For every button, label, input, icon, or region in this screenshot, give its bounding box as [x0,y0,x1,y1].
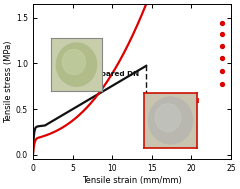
X-axis label: Tensile strain (mm/mm): Tensile strain (mm/mm) [82,176,182,185]
Y-axis label: Tensile stress (MPa): Tensile stress (MPa) [4,40,13,123]
Text: Swollen DN: Swollen DN [153,98,200,104]
Text: As-prepared DN: As-prepared DN [74,71,139,77]
